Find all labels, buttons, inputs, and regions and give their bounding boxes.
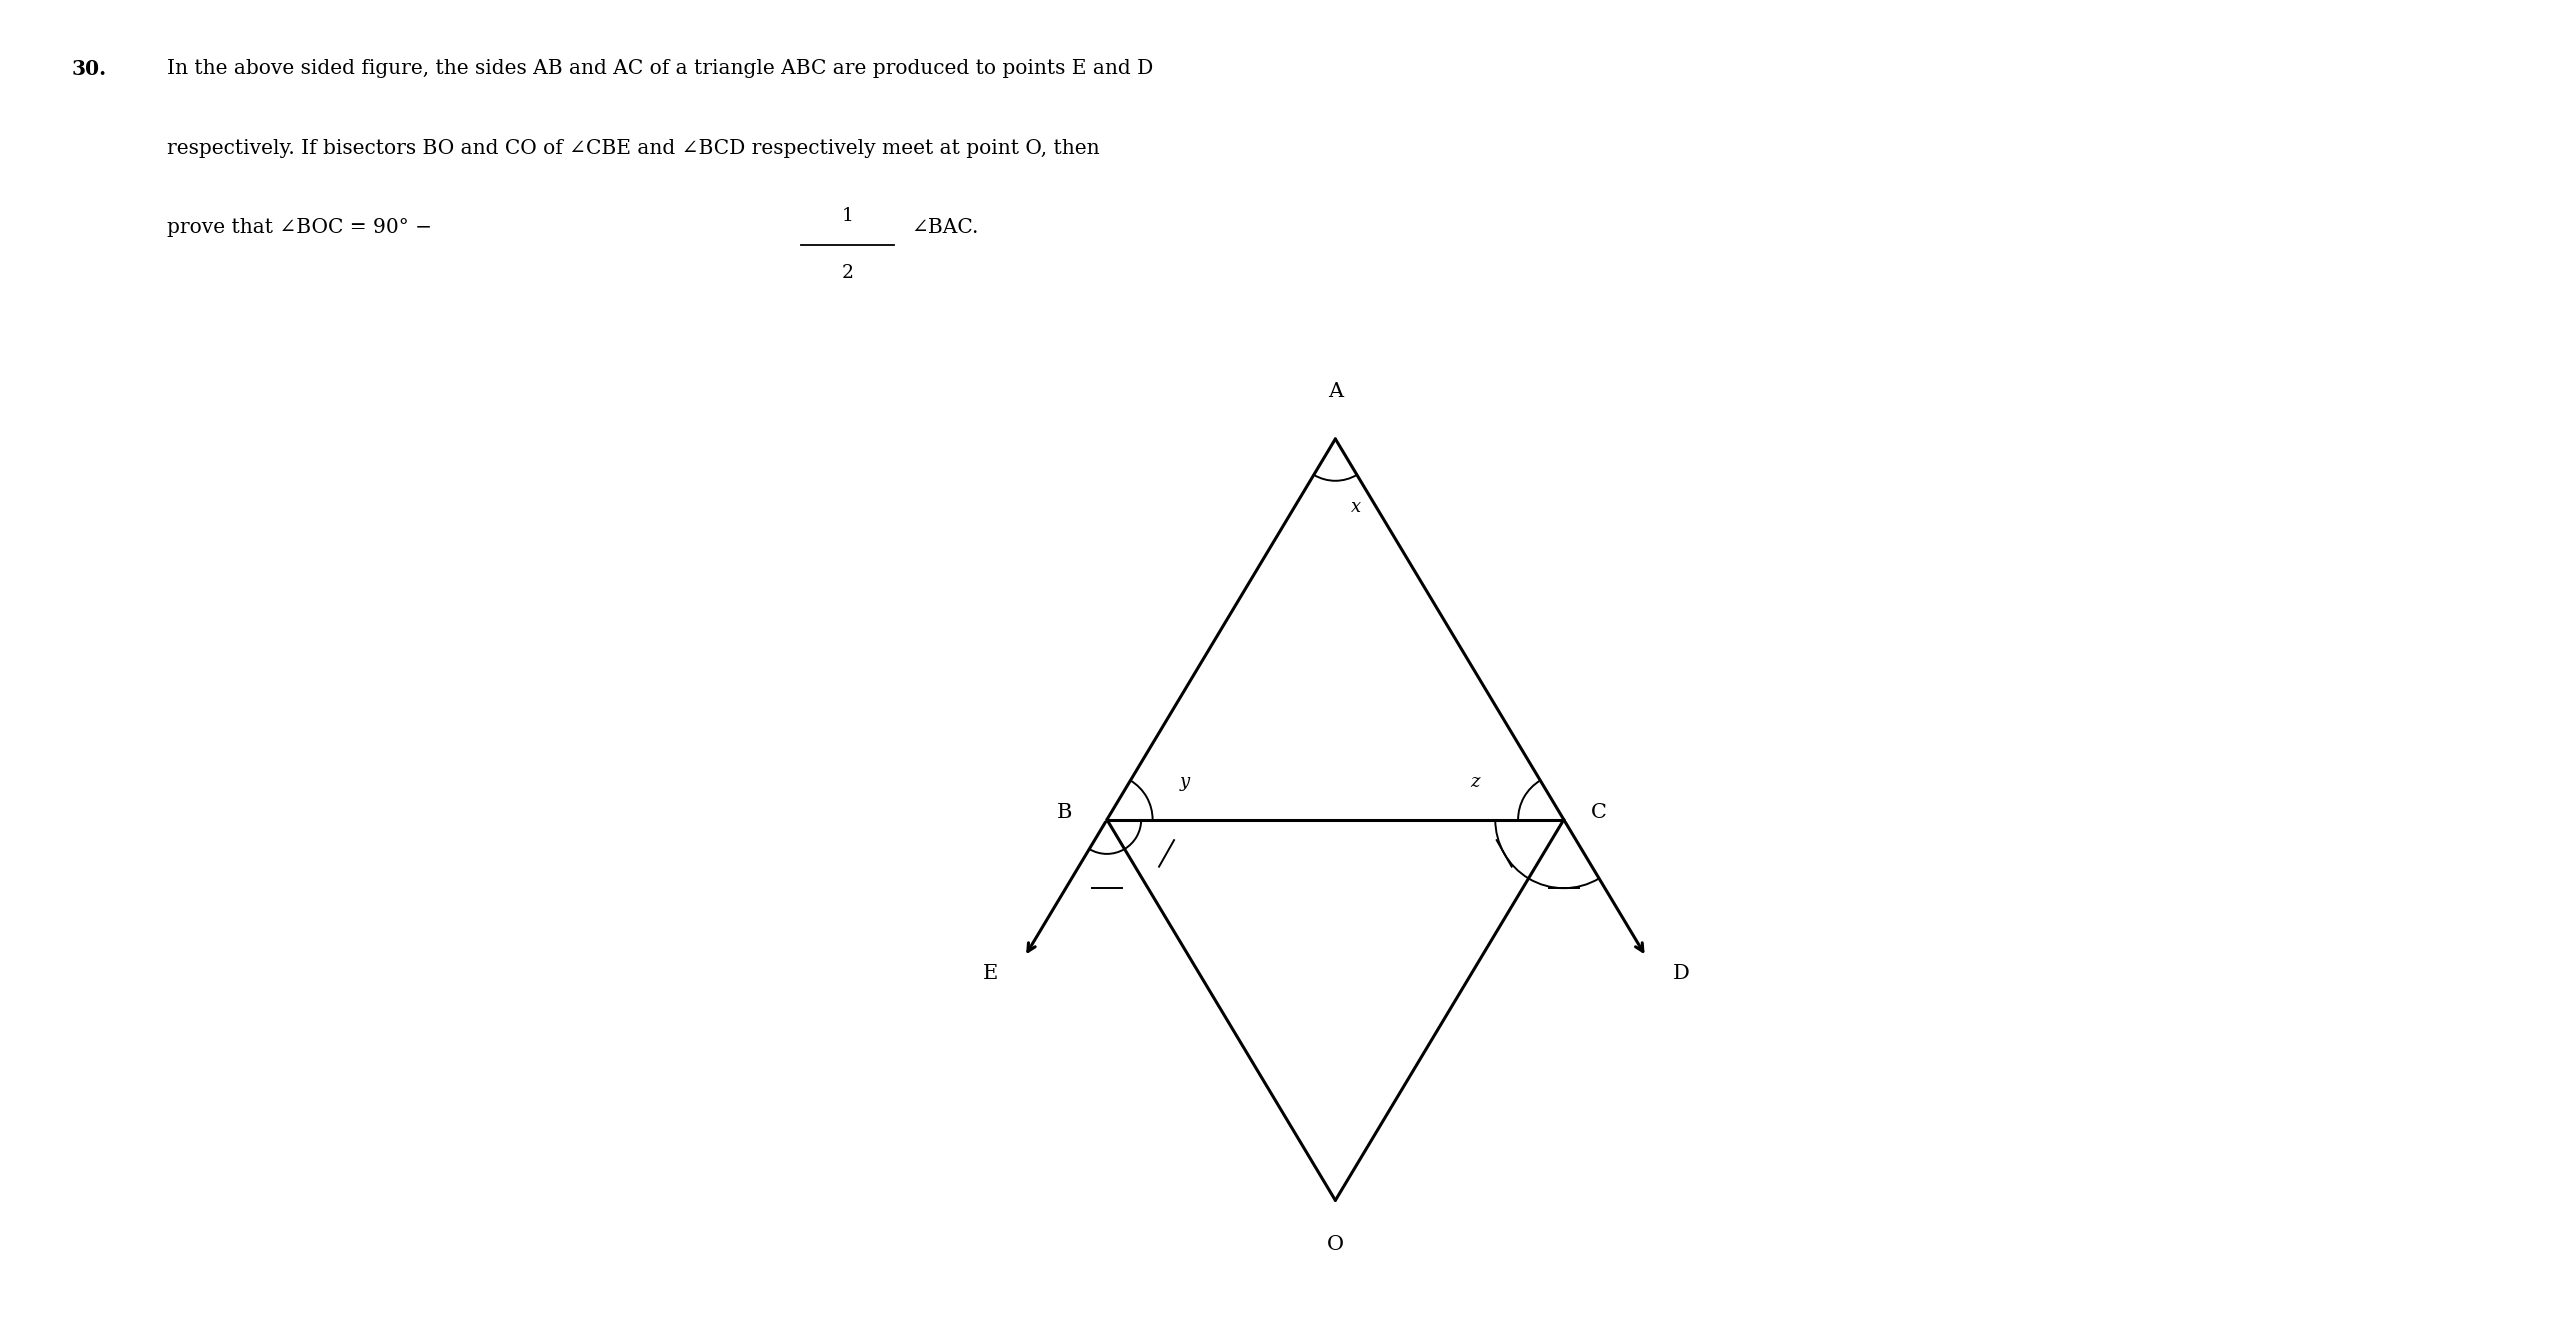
- Text: O: O: [1328, 1235, 1343, 1253]
- Text: B: B: [1058, 802, 1073, 821]
- Text: A: A: [1328, 382, 1343, 401]
- Text: z: z: [1471, 772, 1479, 791]
- Text: E: E: [984, 964, 999, 984]
- Text: 2: 2: [842, 264, 853, 283]
- Text: x: x: [1351, 498, 1361, 517]
- Text: 1: 1: [842, 206, 853, 225]
- Text: D: D: [1672, 964, 1690, 984]
- Text: In the above sided figure, the sides AB and AC of a triangle ABC are produced to: In the above sided figure, the sides AB …: [167, 59, 1153, 78]
- Text: ∠BAC.: ∠BAC.: [912, 218, 978, 237]
- Text: prove that ∠BOC = 90° −: prove that ∠BOC = 90° −: [167, 218, 431, 237]
- Text: y: y: [1179, 772, 1189, 791]
- Text: C: C: [1590, 802, 1608, 821]
- Text: respectively. If bisectors BO and CO of ∠CBE and ∠BCD respectively meet at point: respectively. If bisectors BO and CO of …: [167, 139, 1099, 157]
- Text: 30.: 30.: [72, 59, 108, 79]
